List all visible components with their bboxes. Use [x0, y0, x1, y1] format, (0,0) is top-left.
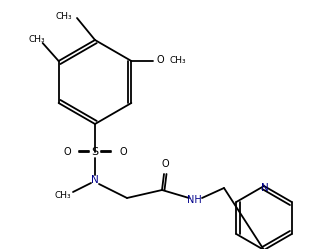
- Text: N: N: [261, 183, 269, 193]
- Text: CH₃: CH₃: [28, 35, 45, 44]
- Text: O: O: [161, 159, 169, 169]
- Text: S: S: [91, 147, 99, 157]
- Text: O: O: [119, 147, 127, 157]
- Text: O: O: [156, 55, 164, 65]
- Text: CH₃: CH₃: [169, 56, 186, 64]
- Text: CH₃: CH₃: [55, 11, 72, 20]
- Text: NH: NH: [187, 195, 201, 205]
- Text: N: N: [91, 175, 99, 185]
- Text: CH₃: CH₃: [55, 190, 71, 199]
- Text: O: O: [63, 147, 71, 157]
